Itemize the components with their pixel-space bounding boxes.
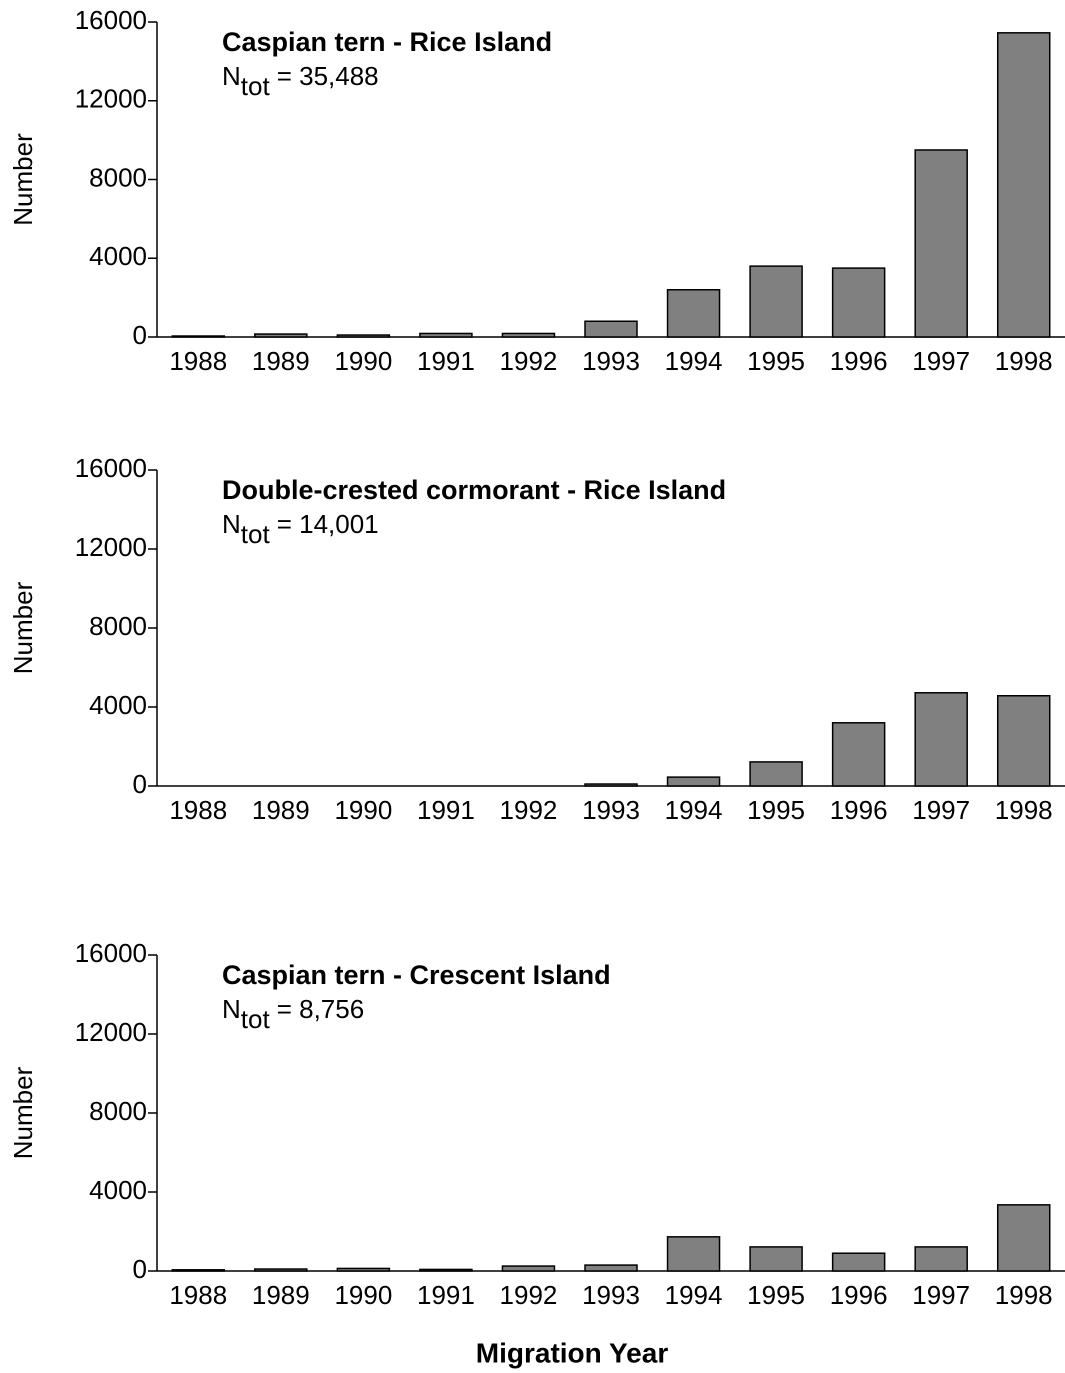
x-tick-label: 1991 — [417, 795, 475, 825]
y-tick-label: 0 — [133, 769, 147, 799]
x-tick-label: 1998 — [995, 346, 1053, 376]
x-tick-label: 1996 — [830, 1280, 888, 1310]
x-tick-label: 1993 — [582, 346, 640, 376]
annotation-base: N — [222, 994, 241, 1024]
bar — [996, 1204, 1051, 1272]
bar — [749, 1246, 803, 1272]
y-tick-label: 8000 — [89, 1096, 147, 1126]
x-tick-label: 1992 — [500, 1280, 558, 1310]
chart-title: Caspian tern - Rice Island — [222, 27, 552, 57]
bar — [419, 332, 473, 338]
bar — [336, 1267, 391, 1272]
bar — [336, 334, 391, 338]
y-tick-label: 4000 — [89, 690, 147, 720]
x-tick-label: 1996 — [830, 795, 888, 825]
y-tick-label: 4000 — [89, 1175, 147, 1205]
x-tick-label: 1995 — [747, 795, 805, 825]
annotation: Ntot = 35,488 — [222, 61, 379, 101]
x-tick-label: 1989 — [252, 1280, 310, 1310]
bar — [831, 722, 886, 787]
x-tick-label: 1997 — [912, 346, 970, 376]
x-tick-label: 1991 — [417, 346, 475, 376]
chart-title: Caspian tern - Crescent Island — [222, 960, 611, 990]
x-tick-label: 1989 — [252, 346, 310, 376]
y-axis-label: Number — [8, 581, 38, 674]
bar — [996, 32, 1051, 338]
y-tick-label: 16000 — [75, 5, 147, 35]
bar — [666, 776, 721, 787]
annotation-text: = 14,001 — [277, 509, 379, 539]
y-tick-label: 8000 — [89, 162, 147, 192]
x-tick-label: 1998 — [995, 1280, 1053, 1310]
x-tick-label: 1993 — [582, 1280, 640, 1310]
x-tick-label: 1996 — [830, 346, 888, 376]
bar — [749, 265, 803, 338]
bar — [831, 267, 886, 338]
x-tick-label: 1998 — [995, 795, 1053, 825]
bar — [666, 289, 721, 338]
y-tick-label: 0 — [133, 320, 147, 350]
x-tick-label: 1995 — [747, 346, 805, 376]
annotation-base: N — [222, 509, 241, 539]
bar — [171, 1269, 226, 1272]
x-tick-label: 1988 — [169, 795, 227, 825]
x-axis-label: Migration Year — [476, 1337, 669, 1368]
bar — [914, 149, 968, 338]
x-tick-label: 1989 — [252, 795, 310, 825]
x-tick-label: 1994 — [665, 1280, 723, 1310]
bar — [254, 333, 308, 338]
x-tick-label: 1997 — [912, 795, 970, 825]
x-tick-label: 1993 — [582, 795, 640, 825]
bar — [749, 761, 803, 787]
x-tick-label: 1990 — [334, 346, 392, 376]
bar — [501, 332, 556, 338]
bar — [171, 335, 226, 338]
x-tick-label: 1997 — [912, 1280, 970, 1310]
x-tick-label: 1995 — [747, 1280, 805, 1310]
x-tick-label: 1988 — [169, 346, 227, 376]
bar — [996, 694, 1051, 787]
x-tick-label: 1992 — [500, 795, 558, 825]
y-axis-label: Number — [8, 1066, 38, 1159]
y-tick-label: 0 — [133, 1254, 147, 1284]
bar — [831, 1252, 886, 1272]
annotation-subscript: tot — [241, 1004, 271, 1034]
annotation-subscript: tot — [241, 519, 271, 549]
bar — [666, 1236, 721, 1272]
bar — [914, 1246, 968, 1272]
y-tick-label: 8000 — [89, 611, 147, 641]
annotation-base: N — [222, 61, 241, 91]
bar — [419, 1268, 473, 1272]
annotation: Ntot = 14,001 — [222, 509, 379, 549]
x-tick-label: 1990 — [334, 1280, 392, 1310]
y-tick-label: 12000 — [75, 532, 147, 562]
annotation-subscript: tot — [241, 71, 271, 101]
y-tick-label: 12000 — [75, 1017, 147, 1047]
x-tick-label: 1994 — [665, 346, 723, 376]
x-tick-label: 1990 — [334, 795, 392, 825]
annotation-text: = 35,488 — [277, 61, 379, 91]
bar — [254, 1268, 308, 1272]
bar — [584, 783, 638, 787]
y-tick-label: 16000 — [75, 938, 147, 968]
y-tick-label: 16000 — [75, 453, 147, 483]
bar — [914, 692, 968, 787]
y-tick-label: 12000 — [75, 84, 147, 114]
bar — [501, 1265, 556, 1272]
x-tick-label: 1992 — [500, 346, 558, 376]
x-tick-label: 1991 — [417, 1280, 475, 1310]
chart-title: Double-crested cormorant - Rice Island — [222, 475, 726, 505]
x-tick-label: 1994 — [665, 795, 723, 825]
x-tick-label: 1988 — [169, 1280, 227, 1310]
annotation: Ntot = 8,756 — [222, 994, 364, 1034]
y-tick-label: 4000 — [89, 241, 147, 271]
bar — [584, 1264, 638, 1272]
bar — [584, 320, 638, 338]
y-axis-label: Number — [8, 133, 38, 226]
annotation-text: = 8,756 — [277, 994, 364, 1024]
